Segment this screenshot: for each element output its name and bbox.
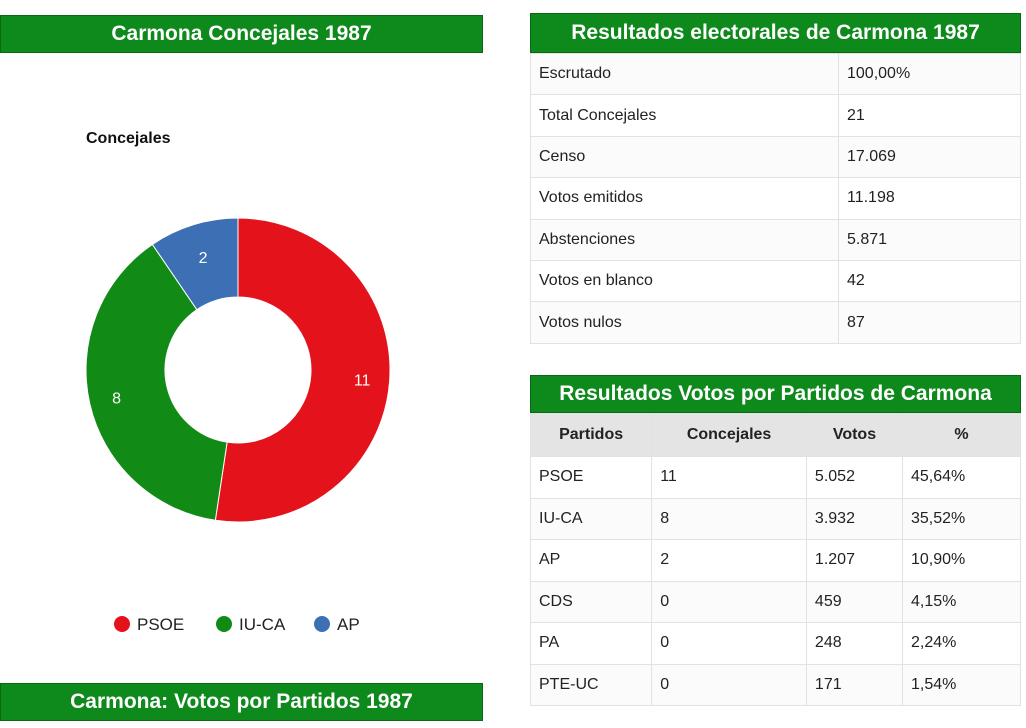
column-header: % bbox=[902, 413, 1021, 457]
summary-value: 5.871 bbox=[838, 218, 1021, 261]
summary-label: Abstenciones bbox=[530, 218, 839, 261]
legend-item-ap[interactable]: AP bbox=[314, 615, 360, 634]
votes-panel-title-text: Carmona: Votos por Partidos 1987 bbox=[70, 690, 413, 713]
summary-value: 11.198 bbox=[838, 177, 1021, 220]
legend-swatch bbox=[216, 616, 232, 632]
summary-value: 100,00% bbox=[838, 52, 1021, 96]
table-cell: 0 bbox=[651, 622, 807, 665]
party-results-title: Resultados Votos por Partidos de Carmona bbox=[530, 375, 1021, 413]
table-cell: 2 bbox=[651, 539, 807, 582]
table-cell: 248 bbox=[805, 622, 904, 665]
legend-label: IU-CA bbox=[239, 615, 286, 634]
summary-title: Resultados electorales de Carmona 1987 bbox=[530, 13, 1021, 53]
legend-label: PSOE bbox=[137, 615, 184, 634]
party-results-title-text: Resultados Votos por Partidos de Carmona bbox=[559, 382, 992, 405]
table-cell: 45,64% bbox=[902, 456, 1021, 499]
table-cell: 11 bbox=[651, 456, 807, 499]
summary-row: Votos emitidos 11.198 bbox=[530, 177, 1021, 220]
summary-row: Votos en blanco 42 bbox=[530, 259, 1021, 303]
summary-label: Votos nulos bbox=[530, 301, 839, 344]
legend-swatch bbox=[314, 616, 330, 632]
table-row: PSOE 11 5.052 45,64% bbox=[529, 456, 1021, 499]
summary-table: Escrutado 100,00% Total Concejales 21 Censo 1… bbox=[530, 52, 1021, 344]
table-cell: IU-CA bbox=[529, 497, 653, 540]
legend-swatch bbox=[114, 616, 130, 632]
table-cell: 1.207 bbox=[805, 539, 904, 582]
table-cell: AP bbox=[529, 539, 653, 582]
table-row: PTE-UC 0 171 1,54% bbox=[529, 663, 1021, 706]
summary-label: Votos en blanco bbox=[530, 259, 839, 303]
summary-label: Total Concejales bbox=[530, 94, 839, 137]
summary-row: Escrutado 100,00% bbox=[530, 52, 1021, 96]
table-cell: PA bbox=[529, 622, 653, 665]
donut-slice-ap[interactable] bbox=[151, 217, 239, 311]
table-cell: 4,15% bbox=[902, 580, 1021, 623]
chart-title: Concejales bbox=[86, 130, 171, 147]
legend-item-iu-ca[interactable]: IU-CA bbox=[216, 615, 286, 634]
table-cell: 2,24% bbox=[902, 622, 1021, 665]
summary-value: 87 bbox=[838, 301, 1021, 344]
table-cell: 10,90% bbox=[902, 539, 1021, 582]
summary-row: Abstenciones 5.871 bbox=[530, 218, 1021, 261]
concejales-donut-chart: Concejales 11 8 2 PSOE IU-CA AP bbox=[85, 130, 391, 634]
summary-value: 42 bbox=[838, 259, 1021, 303]
table-cell: 0 bbox=[651, 580, 807, 623]
summary-label: Escrutado bbox=[530, 52, 839, 96]
table-row: PA 0 248 2,24% bbox=[529, 622, 1021, 665]
table-cell: 5.052 bbox=[805, 456, 904, 499]
summary-row: Censo 17.069 bbox=[530, 135, 1021, 179]
summary-row: Votos nulos 87 bbox=[530, 301, 1021, 344]
party-results-table: Partidos Concejales Votos% PSOE 11 5.052 45,6… bbox=[529, 413, 1021, 706]
table-cell: 459 bbox=[805, 580, 904, 623]
table-cell: PTE-UC bbox=[529, 663, 653, 706]
table-cell: 0 bbox=[651, 663, 807, 706]
slice-value-label: 11 bbox=[354, 372, 371, 389]
table-row: AP 2 1.207 10,90% bbox=[529, 539, 1021, 582]
summary-value: 17.069 bbox=[838, 135, 1021, 179]
table-row: CDS 0 459 4,15% bbox=[529, 580, 1021, 623]
table-cell: 171 bbox=[805, 663, 904, 706]
slice-value-label: 8 bbox=[112, 391, 121, 408]
chart-panel-title-text: Carmona Concejales 1987 bbox=[111, 22, 372, 45]
table-cell: 3.932 bbox=[805, 497, 904, 540]
legend-label: AP bbox=[337, 615, 360, 634]
column-header: Partidos bbox=[529, 413, 653, 457]
table-row: IU-CA 8 3.932 35,52% bbox=[529, 497, 1021, 540]
table-cell: CDS bbox=[529, 580, 653, 623]
donut-slice-iu-ca[interactable] bbox=[85, 243, 228, 521]
summary-title-text: Resultados electorales de Carmona 1987 bbox=[571, 21, 980, 44]
column-header: Concejales bbox=[651, 413, 807, 457]
table-cell: 1,54% bbox=[902, 663, 1021, 706]
column-header: Votos bbox=[805, 413, 904, 457]
votes-panel-title: Carmona: Votos por Partidos 1987 bbox=[0, 683, 483, 721]
table-cell: PSOE bbox=[529, 456, 653, 499]
donut-slice-psoe[interactable] bbox=[214, 217, 391, 523]
summary-value: 21 bbox=[838, 94, 1021, 137]
summary-row: Total Concejales 21 bbox=[530, 94, 1021, 137]
table-cell: 35,52% bbox=[902, 497, 1021, 540]
legend-item-psoe[interactable]: PSOE bbox=[114, 615, 184, 634]
table-cell: 8 bbox=[651, 497, 807, 540]
chart-panel-title: Carmona Concejales 1987 bbox=[0, 15, 483, 53]
slice-value-label: 2 bbox=[199, 250, 208, 267]
summary-label: Votos emitidos bbox=[530, 177, 839, 220]
summary-label: Censo bbox=[530, 135, 839, 179]
